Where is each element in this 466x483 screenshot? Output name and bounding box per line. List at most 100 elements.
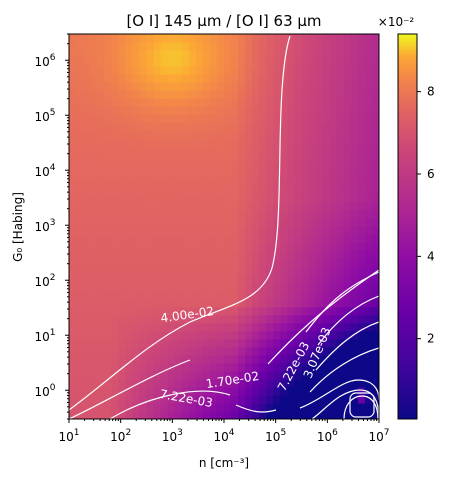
heatmap-cell bbox=[231, 122, 239, 131]
heatmap-cell bbox=[329, 410, 338, 419]
heatmap-cell bbox=[259, 258, 267, 268]
heatmap-cell bbox=[97, 338, 105, 348]
heatmap-cell bbox=[146, 154, 155, 163]
heatmap-cell bbox=[132, 290, 141, 300]
heatmap-cell bbox=[181, 306, 190, 316]
heatmap-cell bbox=[336, 98, 345, 107]
contour-7.22e-03-upper bbox=[305, 271, 379, 333]
heatmap-cell bbox=[97, 330, 105, 340]
heatmap-cell bbox=[238, 338, 246, 348]
heatmap-cell bbox=[259, 386, 267, 396]
heatmap-cell bbox=[350, 258, 359, 268]
heatmap-cell bbox=[188, 50, 197, 59]
heatmap-cell bbox=[231, 138, 239, 147]
heatmap-cell bbox=[76, 290, 84, 300]
heatmap-cell bbox=[245, 226, 253, 236]
heatmap-cell bbox=[111, 314, 119, 324]
heatmap-cell bbox=[231, 90, 239, 99]
heatmap-cell bbox=[357, 282, 366, 292]
heatmap-cell bbox=[209, 346, 218, 356]
heatmap-cell bbox=[132, 394, 141, 404]
heatmap-cell bbox=[111, 410, 119, 419]
heatmap-cell bbox=[308, 290, 317, 300]
heatmap-cell bbox=[238, 250, 246, 260]
heatmap-cell bbox=[146, 218, 155, 228]
heatmap-cell bbox=[266, 338, 274, 348]
heatmap-cell bbox=[174, 170, 183, 179]
heatmap-cell bbox=[111, 234, 119, 244]
heatmap-cell bbox=[308, 306, 317, 316]
heatmap-cell bbox=[188, 322, 197, 332]
heatmap-cell bbox=[104, 410, 112, 419]
heatmap-cell bbox=[104, 50, 112, 59]
heatmap-cell bbox=[259, 74, 267, 83]
heatmap-cell bbox=[160, 266, 169, 276]
heatmap-cell bbox=[308, 266, 317, 276]
heatmap-cell bbox=[118, 354, 126, 364]
heatmap-cell bbox=[336, 346, 345, 356]
heatmap-cell bbox=[118, 170, 126, 179]
heatmap-cell bbox=[167, 290, 176, 300]
heatmap-cell bbox=[336, 362, 345, 372]
heatmap-cell bbox=[238, 274, 246, 284]
heatmap-cell bbox=[357, 138, 366, 147]
heatmap-cell bbox=[174, 258, 183, 268]
heatmap-cell bbox=[273, 258, 281, 268]
heatmap-cell bbox=[181, 346, 190, 356]
heatmap-cell bbox=[287, 258, 296, 268]
heatmap-cell bbox=[322, 58, 331, 67]
heatmap-cell bbox=[174, 162, 183, 171]
heatmap-cell bbox=[350, 242, 359, 252]
heatmap-cell bbox=[294, 194, 303, 204]
heatmap-cell bbox=[280, 82, 289, 91]
heatmap-cell bbox=[280, 210, 289, 220]
heatmap-cell bbox=[287, 402, 296, 412]
heatmap-cell bbox=[188, 402, 197, 412]
heatmap-cell bbox=[181, 338, 190, 348]
heatmap-cell bbox=[111, 242, 119, 252]
heatmap-cell bbox=[104, 66, 112, 75]
heatmap-cell bbox=[195, 178, 204, 187]
heatmap-cell bbox=[153, 242, 162, 252]
heatmap-cell bbox=[343, 290, 352, 300]
heatmap-cell bbox=[83, 354, 91, 364]
heatmap-cell bbox=[245, 378, 253, 388]
heatmap-cell bbox=[252, 210, 260, 220]
heatmap-cell bbox=[294, 98, 303, 107]
heatmap-cell bbox=[266, 202, 274, 212]
heatmap-cell bbox=[153, 346, 162, 356]
heatmap-cell bbox=[216, 258, 225, 268]
heatmap-cell bbox=[294, 154, 303, 163]
heatmap-cell bbox=[76, 258, 84, 268]
heatmap-cell bbox=[146, 306, 155, 316]
heatmap-cell bbox=[195, 146, 204, 155]
heatmap-cell bbox=[231, 314, 239, 324]
heatmap-cell bbox=[357, 314, 366, 324]
heatmap-cell bbox=[118, 202, 126, 212]
heatmap-cell bbox=[238, 290, 246, 300]
heatmap-cell bbox=[294, 34, 303, 43]
heatmap-cell bbox=[266, 42, 274, 51]
heatmap-cell bbox=[350, 362, 359, 372]
heatmap-cell bbox=[245, 122, 253, 131]
heatmap-cell bbox=[266, 242, 274, 252]
heatmap-cell bbox=[76, 234, 84, 244]
heatmap-cell bbox=[224, 58, 232, 67]
heatmap-cell bbox=[357, 370, 366, 380]
heatmap-cell bbox=[294, 210, 303, 220]
heatmap-cell bbox=[132, 218, 141, 228]
heatmap-cell bbox=[343, 274, 352, 284]
heatmap-cell bbox=[224, 234, 232, 244]
heatmap-cell bbox=[153, 370, 162, 380]
heatmap-cell bbox=[259, 290, 267, 300]
heatmap-cell bbox=[280, 298, 289, 308]
heatmap-cell bbox=[231, 58, 239, 67]
heatmap-cell bbox=[273, 130, 281, 139]
heatmap-cell bbox=[231, 290, 239, 300]
heatmap-cell bbox=[153, 330, 162, 340]
heatmap-cell bbox=[336, 394, 345, 404]
heatmap-cell bbox=[69, 242, 77, 252]
heatmap-cell bbox=[195, 154, 204, 163]
heatmap-cell bbox=[202, 234, 211, 244]
heatmap-cell bbox=[160, 290, 169, 300]
